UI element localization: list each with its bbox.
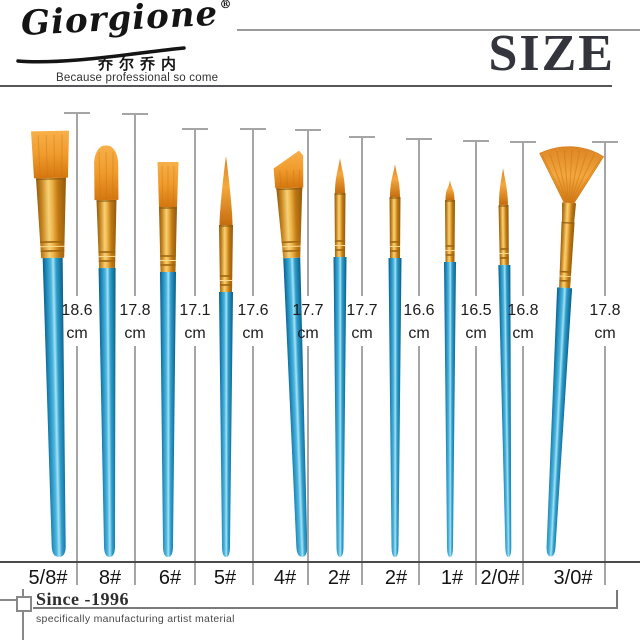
length-ruler-3: 17.1 cm [167, 299, 223, 345]
length-unit: cm [512, 325, 534, 342]
size-label-10: 3/0# [553, 567, 593, 589]
length-unit: cm [297, 325, 319, 342]
brush-4-round-brush [219, 156, 233, 557]
length-ruler-1: 18.6 cm [49, 299, 105, 345]
brush-3-flat-brush [157, 162, 179, 557]
ruler-line-upper-9 [522, 141, 524, 296]
logo-underline-swash [16, 46, 186, 64]
footer-rule [33, 607, 618, 609]
ruler-line-lower-8 [475, 346, 477, 585]
length-unit: cm [351, 325, 373, 342]
length-ruler-10: 17.8 cm [577, 299, 633, 345]
ruler-line-lower-4 [252, 346, 254, 585]
ruler-line-upper-8 [475, 140, 477, 296]
ruler-line-upper-5 [307, 129, 309, 296]
ruler-line-lower-7 [418, 346, 420, 585]
right-bracket-tick [616, 590, 618, 609]
length-value: 17.7 [346, 302, 378, 319]
brush-7-round-brush [388, 164, 402, 557]
ruler-line-upper-4 [252, 128, 254, 296]
brush-5-angled-brush [273, 150, 308, 557]
size-label-5: 4# [273, 567, 297, 589]
length-value: 17.8 [589, 302, 621, 319]
length-ruler-7: 16.6 cm [391, 299, 447, 345]
size-label-4: 5# [213, 567, 237, 589]
brush-2-filbert-brush [94, 145, 119, 557]
brush-1-flat-wash-brush [31, 130, 69, 557]
header-bottom-rule [0, 85, 612, 87]
ruler-line-lower-5 [307, 346, 309, 585]
size-label-1: 5/8# [28, 567, 68, 589]
ruler-line-upper-10 [604, 141, 606, 296]
length-unit: cm [184, 325, 206, 342]
left-bracket-square [16, 596, 32, 612]
footer-subline: specifically manufacturing artist materi… [36, 613, 235, 625]
length-value: 16.5 [460, 302, 492, 319]
length-ruler-9: 16.8 cm [495, 299, 551, 345]
length-value: 18.6 [61, 302, 93, 319]
ruler-line-upper-1 [76, 112, 78, 296]
length-unit: cm [594, 325, 616, 342]
length-ruler-6: 17.7 cm [334, 299, 390, 345]
brush-8-round-brush [444, 180, 456, 557]
size-label-9: 2/0# [480, 567, 520, 589]
size-label-8: 1# [440, 567, 464, 589]
page-title: SIZE [488, 25, 615, 82]
size-label-3: 6# [158, 567, 182, 589]
left-bracket-vline [22, 589, 24, 640]
ruler-line-upper-7 [418, 138, 420, 296]
bottom-baseline [0, 561, 640, 563]
header-top-rule [237, 29, 640, 31]
ruler-line-lower-9 [522, 346, 524, 585]
ruler-line-lower-1 [76, 346, 78, 585]
size-label-2: 8# [98, 567, 122, 589]
length-value: 17.1 [179, 302, 211, 319]
length-unit: cm [465, 325, 487, 342]
length-ruler-4: 17.6 cm [225, 299, 281, 345]
size-label-7: 2# [384, 567, 408, 589]
since-text: Since -1996 [36, 589, 129, 609]
brand-name-chinese: 乔尔乔内 [98, 56, 183, 73]
brush-9-round-brush [498, 168, 512, 557]
length-unit: cm [242, 325, 264, 342]
length-ruler-5: 17.7 cm [280, 299, 336, 345]
brush-10-fan-brush [539, 146, 604, 557]
ruler-line-upper-2 [134, 113, 136, 296]
left-bracket-hline [0, 599, 17, 601]
brand-tagline: Because professional so come [56, 72, 219, 84]
brush-6-round-brush [333, 158, 347, 557]
size-label-6: 2# [327, 567, 351, 589]
ruler-line-lower-2 [134, 346, 136, 585]
length-unit: cm [124, 325, 146, 342]
length-unit: cm [408, 325, 430, 342]
length-value: 17.7 [292, 302, 324, 319]
length-unit: cm [66, 325, 88, 342]
ruler-line-upper-6 [361, 136, 363, 296]
ruler-line-upper-3 [194, 128, 196, 296]
ruler-line-lower-10 [604, 346, 606, 585]
length-value: 17.8 [119, 302, 151, 319]
length-value: 16.8 [507, 302, 539, 319]
length-ruler-2: 17.8 cm [107, 299, 163, 345]
ruler-line-lower-6 [361, 346, 363, 585]
length-value: 16.6 [403, 302, 435, 319]
length-value: 17.6 [237, 302, 269, 319]
length-ruler-8: 16.5 cm [448, 299, 504, 345]
ruler-line-lower-3 [194, 346, 196, 585]
